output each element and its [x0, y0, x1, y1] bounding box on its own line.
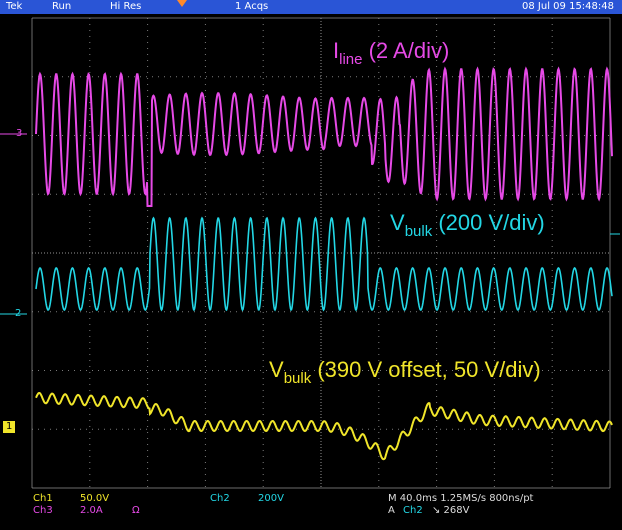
trigger-source[interactable]: Ch2 [403, 505, 423, 516]
acquisition-mode[interactable]: Hi Res [110, 1, 142, 12]
datetime: 08 Jul 09 15:48:48 [522, 1, 614, 12]
channel1-ground-marker[interactable]: 1 [3, 421, 16, 433]
ac-voltage-trace [35, 216, 613, 312]
ch2-label[interactable]: Ch2 [210, 493, 230, 504]
channel2-ground-marker[interactable]: 2 [15, 308, 22, 319]
trigger-label: A [388, 505, 395, 516]
ch2-scale: 200V [258, 493, 284, 504]
ch3-coupling: Ω [132, 505, 140, 516]
channel3-ground-marker[interactable]: 3 [16, 128, 23, 139]
vbulk-offset-label: Vbulk (390 V offset, 50 V/div) [269, 357, 541, 387]
graticule [31, 17, 611, 489]
iline-label: Iline (2 A/div) [333, 38, 450, 68]
readout-panel: Ch1 50.0V Ch3 2.0A Ω Ch2 200V M 40.0ms 1… [0, 490, 622, 530]
ch3-label[interactable]: Ch3 [33, 505, 53, 516]
status-bar: Tek Run Hi Res 1 Acqs 08 Jul 09 15:48:48 [0, 0, 622, 14]
current-trace [35, 66, 613, 207]
ch1-label[interactable]: Ch1 [33, 493, 53, 504]
timebase-readout[interactable]: M 40.0ms 1.25MS/s 800ns/pt [388, 493, 534, 504]
acquisition-count: 1 Acqs [235, 1, 269, 12]
ch1-scale: 50.0V [80, 493, 110, 504]
dc-voltage-trace [35, 392, 613, 461]
vbulk-ac-label: Vbulk (200 V/div) [390, 210, 545, 240]
brand-label: Tek [6, 1, 23, 12]
trigger-slope-level: ↘ 268V [432, 505, 470, 516]
scope-display [0, 14, 622, 490]
run-state[interactable]: Run [52, 1, 72, 12]
waveform-plot [0, 17, 620, 489]
trigger-position-marker[interactable] [177, 0, 187, 7]
ch3-scale: 2.0A [80, 505, 103, 516]
